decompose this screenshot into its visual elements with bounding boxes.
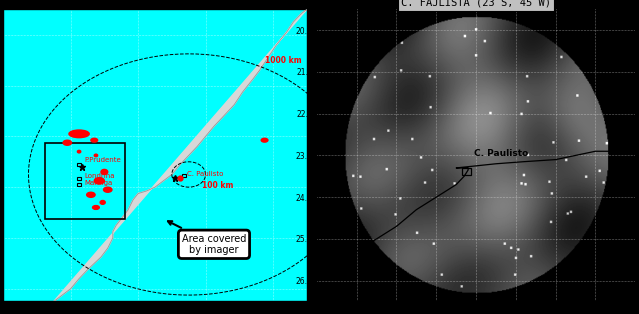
Text: 1000 km: 1000 km [265,56,301,65]
Text: C. Paulisto: C. Paulisto [187,171,224,177]
Bar [181,174,186,177]
Text: P.Prudente: P.Prudente [84,157,121,163]
Ellipse shape [104,187,112,192]
Title: C. FAJLISTA (23 S, 45 W): C. FAJLISTA (23 S, 45 W) [401,0,551,8]
Text: Maringa: Maringa [84,180,112,186]
Ellipse shape [261,138,268,142]
Text: 100 km: 100 km [202,181,233,190]
Ellipse shape [91,138,98,142]
Text: C. Paulisto: C. Paulisto [474,149,528,158]
Polygon shape [54,9,307,301]
Ellipse shape [87,192,95,197]
Bar [77,183,81,186]
Ellipse shape [69,130,89,138]
Ellipse shape [101,169,108,175]
Text: Area covered
by imager: Area covered by imager [168,221,246,255]
Ellipse shape [77,150,81,153]
Text: Londrina: Londrina [84,173,114,179]
Bar [77,177,81,180]
Ellipse shape [63,140,72,145]
Ellipse shape [93,206,99,209]
Bar [77,163,81,166]
Ellipse shape [95,178,104,184]
Bar [45,143,125,219]
Ellipse shape [100,201,105,204]
Ellipse shape [95,154,98,157]
Bar [462,168,471,176]
